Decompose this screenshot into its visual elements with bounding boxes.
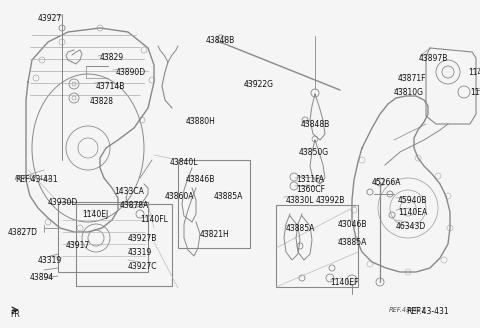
Text: 43828: 43828	[90, 97, 114, 106]
Bar	[58, 202, 148, 272]
Text: 43917: 43917	[66, 241, 90, 250]
Text: 1311FA: 1311FA	[296, 175, 324, 184]
Text: 43992B: 43992B	[316, 196, 346, 205]
Bar	[76, 204, 172, 286]
Text: 43927: 43927	[38, 14, 62, 23]
Text: 43922G: 43922G	[244, 80, 274, 89]
Text: 43860A: 43860A	[165, 192, 194, 201]
Text: REF.43-431: REF.43-431	[15, 175, 58, 184]
Text: 46343D: 46343D	[396, 222, 426, 231]
Text: 1140EZ: 1140EZ	[468, 68, 480, 77]
Text: 43871F: 43871F	[398, 74, 427, 83]
Text: 43830L: 43830L	[286, 196, 314, 205]
Text: 43885A: 43885A	[214, 192, 243, 201]
Text: REF.43-431: REF.43-431	[406, 307, 449, 316]
Bar	[276, 205, 358, 287]
Bar	[178, 160, 250, 248]
Text: 43880H: 43880H	[186, 117, 216, 126]
Text: 1360CF: 1360CF	[296, 185, 325, 194]
Text: 43850G: 43850G	[299, 148, 329, 157]
Text: FR: FR	[10, 310, 20, 319]
Text: 43930D: 43930D	[48, 198, 78, 207]
Text: 45940B: 45940B	[398, 196, 428, 205]
Text: 45266A: 45266A	[372, 178, 401, 187]
Text: 43848B: 43848B	[206, 36, 235, 45]
Text: 43885A: 43885A	[338, 238, 367, 247]
Text: 43810G: 43810G	[394, 88, 424, 97]
Text: 43894: 43894	[30, 273, 54, 282]
Text: 1140FH: 1140FH	[470, 88, 480, 97]
Text: 43897B: 43897B	[419, 54, 448, 63]
Text: 43848B: 43848B	[301, 120, 330, 129]
Text: 1140EA: 1140EA	[398, 208, 427, 217]
Text: 43714B: 43714B	[96, 82, 125, 91]
Text: 1140EJ: 1140EJ	[82, 210, 108, 219]
Text: 1433CA: 1433CA	[114, 187, 144, 196]
Text: 43846B: 43846B	[186, 175, 216, 184]
Text: 43927C: 43927C	[128, 262, 157, 271]
Text: 43840L: 43840L	[170, 158, 199, 167]
Text: 43827D: 43827D	[8, 228, 38, 237]
Text: 1140FL: 1140FL	[140, 215, 168, 224]
Text: REF.43-431: REF.43-431	[389, 307, 427, 313]
Text: 43319: 43319	[38, 256, 62, 265]
Text: REF.43-431: REF.43-431	[15, 175, 52, 181]
Text: 43885A: 43885A	[286, 224, 315, 233]
Text: 43046B: 43046B	[338, 220, 368, 229]
Text: 43829: 43829	[100, 53, 124, 62]
Text: 43890D: 43890D	[116, 68, 146, 77]
Text: 1140EF: 1140EF	[330, 278, 359, 287]
Text: 43927B: 43927B	[128, 234, 157, 243]
Text: 43878A: 43878A	[120, 201, 149, 210]
Text: 43821H: 43821H	[200, 230, 230, 239]
Text: 43319: 43319	[128, 248, 152, 257]
